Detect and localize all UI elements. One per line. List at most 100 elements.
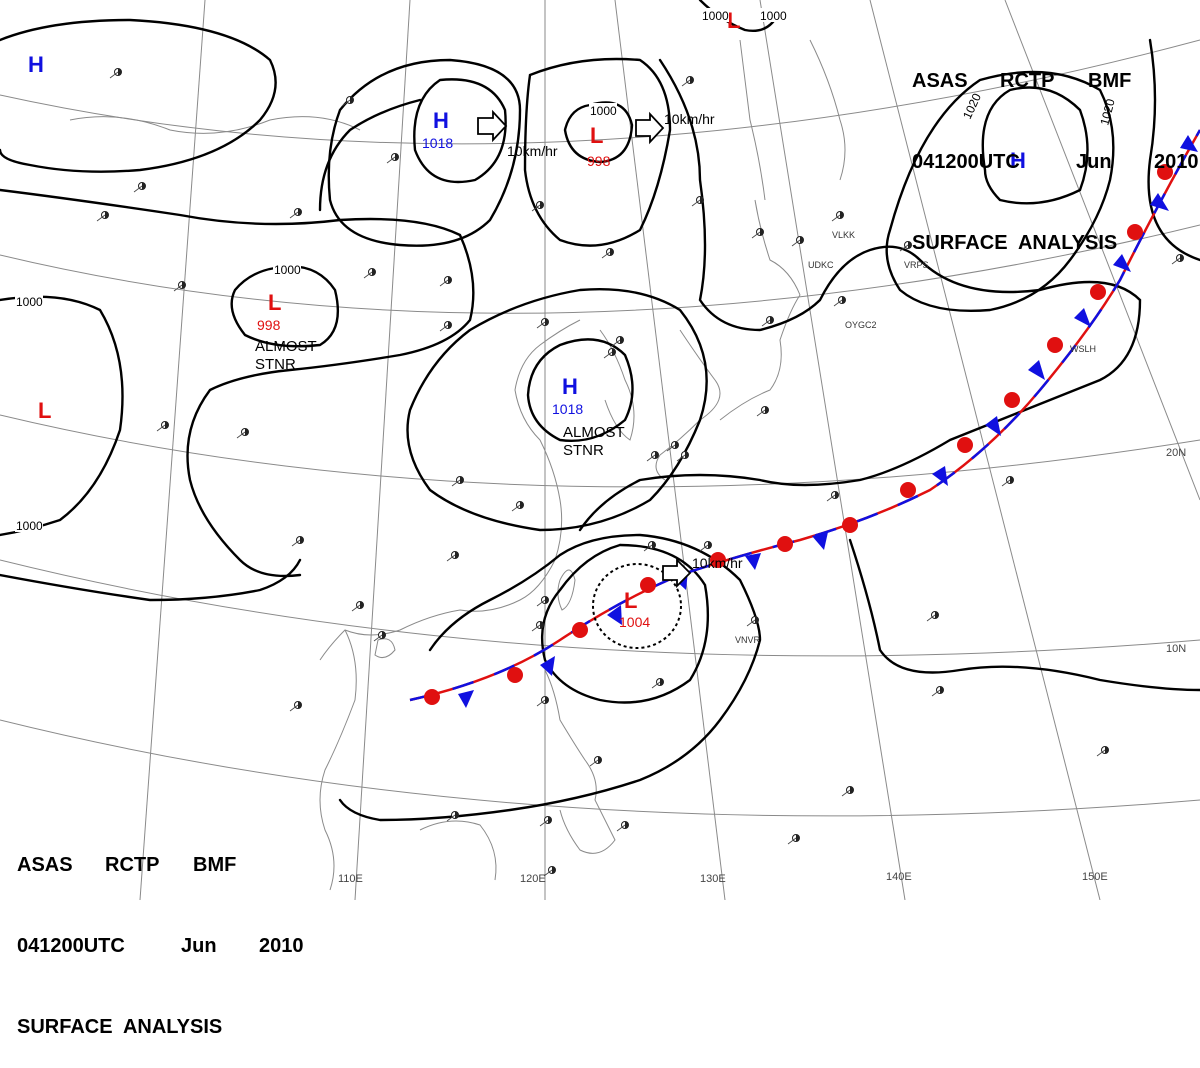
meridian-130e [614, 0, 726, 900]
station-cloud-cover [708, 541, 712, 549]
station-cloud-cover [610, 248, 614, 256]
note-almost-stationary: ALMOST STNR [255, 338, 317, 373]
station-cloud-cover [360, 601, 364, 609]
coast-hainan [374, 638, 396, 659]
station-wind-barb [536, 699, 546, 707]
station-cloud-cover [908, 241, 912, 249]
station-wind-barb [787, 837, 797, 845]
longitude-label: 110E [338, 873, 363, 885]
cold-triangle [932, 466, 948, 486]
station-wind-barb [791, 239, 801, 247]
station-cloud-cover [655, 451, 659, 459]
header-station: RCTP [105, 854, 160, 876]
cold-triangle [1074, 308, 1091, 327]
isobar-east-sea-outer [406, 287, 708, 532]
station-cloud-cover [448, 321, 452, 329]
station-id: VNVR [735, 635, 761, 645]
station-cloud-cover [700, 196, 704, 204]
station-wind-barb [756, 409, 766, 417]
cold-triangle [745, 553, 761, 570]
station-wind-barb [1096, 749, 1106, 757]
station-wind-barb [899, 244, 909, 252]
isobar-label: 1000 [760, 9, 787, 23]
cold-triangle [1180, 135, 1198, 152]
stationary-front [409, 129, 1200, 708]
station-wind-barb [291, 539, 301, 547]
cold-triangle [812, 532, 828, 550]
station-cloud-cover [382, 631, 386, 639]
header-agency: ASAS [17, 854, 73, 876]
header-time: 041200UTC [912, 151, 1020, 173]
isobar-north-low-outer [523, 57, 672, 247]
station-cloud-cover [935, 611, 939, 619]
pressure-center-high: H [1010, 148, 1026, 173]
station-cloud-cover [625, 821, 629, 829]
cold-triangle [1028, 360, 1045, 380]
warm-bump [1047, 337, 1063, 353]
pressure-center-low: L [590, 123, 603, 148]
station-cloud-cover [245, 428, 249, 436]
coast-sakhalin [739, 39, 766, 201]
header-year: 2010 [259, 935, 304, 957]
tropical-depression-circle [592, 563, 682, 649]
cold-triangle [1150, 193, 1169, 211]
pressure-center-low: L [268, 290, 281, 315]
station-wind-barb [351, 604, 361, 612]
station-cloud-cover [455, 551, 459, 559]
coast-north [69, 116, 361, 134]
station-id: VLKK [832, 230, 855, 240]
station-id: UDKC [808, 260, 834, 270]
station-wind-barb [691, 199, 701, 207]
isobar-label: 1000 [274, 263, 301, 277]
header-title: SURFACE ANALYSIS [912, 232, 1118, 254]
isobar-north-high-1018 [413, 78, 507, 184]
warm-bump [1157, 164, 1173, 180]
isobar-east-sea-high [526, 338, 634, 442]
isobar-top-left [0, 18, 277, 173]
station-wind-barb [646, 454, 656, 462]
station-plots [96, 68, 1184, 877]
station-cloud-cover [540, 621, 544, 629]
station-wind-barb [931, 689, 941, 697]
station-wind-barb [439, 324, 449, 332]
isobar-label: 1020 [1097, 97, 1118, 127]
station-wind-barb [133, 185, 143, 193]
station-wind-barb [589, 759, 599, 767]
station-wind-barb [751, 231, 761, 239]
meridian-140e [759, 0, 906, 900]
station-cloud-cover [760, 228, 764, 236]
header-office: BMF [1088, 70, 1132, 92]
station-wind-barb [831, 214, 841, 222]
station-wind-barb [439, 279, 449, 287]
station-cloud-cover [298, 208, 302, 216]
pressure-center-value: 1004 [619, 614, 650, 630]
longitude-label: 140E [886, 871, 912, 883]
graticule-labels: 110E 120E 130E 140E 150E 20N 10N [338, 447, 1186, 885]
station-cloud-cover [1180, 254, 1184, 262]
meridian-150e [869, 0, 1101, 900]
motion-labels: 10km/hr 10km/hr 10km/hr [507, 111, 743, 571]
station-cloud-cover [165, 421, 169, 429]
station-cloud-cover [350, 96, 354, 104]
station-wind-barb [341, 99, 351, 107]
station-wind-barb [156, 424, 166, 432]
coastlines [69, 39, 846, 891]
parallel-20n [0, 414, 1200, 488]
motion-label: 10km/hr [664, 111, 715, 127]
station-wind-barb [536, 599, 546, 607]
station-wind-barb [651, 681, 661, 689]
warm-bump [640, 577, 656, 593]
coast-taiwan [557, 569, 576, 611]
station-cloud-cover [460, 476, 464, 484]
parallel-30n [0, 224, 1200, 314]
warm-bump [1090, 284, 1106, 300]
station-cloud-cover [395, 153, 399, 161]
coast-indochina [319, 629, 357, 891]
isobar-west-outer [0, 188, 475, 578]
station-cloud-cover [1010, 476, 1014, 484]
pressure-center-value: 1018 [422, 135, 453, 151]
cold-triangle [1113, 254, 1131, 272]
station-wind-barb [926, 614, 936, 622]
station-cloud-cover [796, 834, 800, 842]
station-cloud-cover [455, 811, 459, 819]
